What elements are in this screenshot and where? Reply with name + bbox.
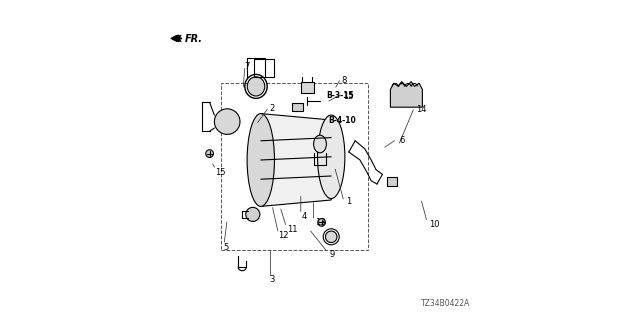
Circle shape: [206, 150, 214, 157]
Circle shape: [326, 231, 337, 243]
Text: B-3-15: B-3-15: [326, 91, 353, 100]
Bar: [254, 59, 274, 77]
Bar: [301, 82, 314, 93]
Text: 7: 7: [244, 62, 249, 71]
Text: 13: 13: [315, 218, 326, 227]
Circle shape: [246, 207, 260, 221]
Text: 15: 15: [344, 92, 354, 100]
Text: 14: 14: [416, 105, 426, 114]
Text: 10: 10: [429, 220, 439, 229]
Text: 9: 9: [330, 250, 335, 259]
Text: 5: 5: [223, 243, 228, 252]
Text: 11: 11: [287, 225, 298, 234]
Text: TZ34B0422A: TZ34B0422A: [421, 300, 470, 308]
Text: 3: 3: [269, 276, 275, 284]
Circle shape: [318, 219, 326, 226]
Text: 15: 15: [215, 168, 225, 177]
Text: 12: 12: [278, 231, 289, 240]
Text: 1: 1: [346, 197, 351, 206]
Polygon shape: [261, 114, 332, 206]
Text: 4: 4: [302, 212, 307, 221]
Circle shape: [214, 109, 240, 134]
Bar: [221, 83, 368, 250]
Ellipse shape: [247, 114, 275, 206]
Text: FR.: FR.: [185, 34, 203, 44]
Text: 6: 6: [399, 136, 404, 145]
Text: B-4-10: B-4-10: [329, 116, 356, 125]
Bar: [292, 103, 303, 111]
Ellipse shape: [317, 115, 345, 198]
Bar: [387, 177, 397, 186]
Text: 8: 8: [342, 76, 347, 84]
Text: 2: 2: [269, 104, 275, 113]
Ellipse shape: [314, 135, 326, 153]
Polygon shape: [390, 82, 422, 107]
Ellipse shape: [247, 77, 265, 96]
